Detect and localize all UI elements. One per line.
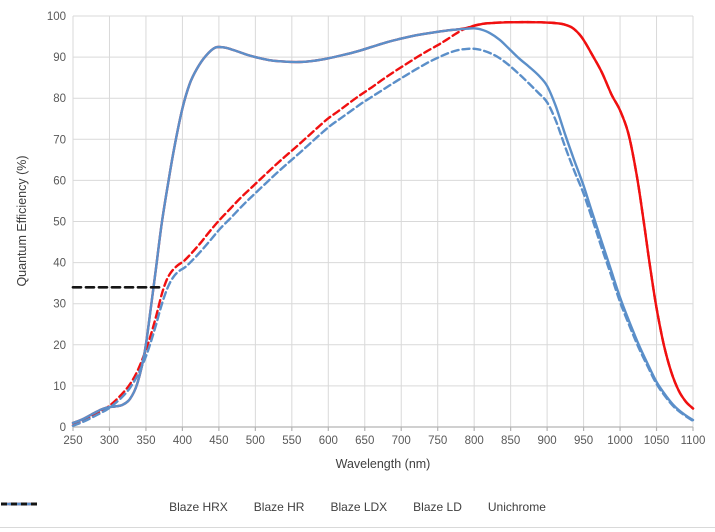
x-tick-label: 550 [282, 435, 301, 447]
x-tick-label: 800 [465, 435, 484, 447]
legend-label: Blaze LDX [330, 500, 388, 514]
legend-label: Blaze LD [413, 500, 462, 514]
legend-line-sample [1, 502, 37, 506]
x-tick-label: 850 [501, 435, 520, 447]
legend-item-blaze-ldx: Blaze LDX [1, 500, 388, 514]
x-tick-label: 450 [209, 435, 228, 447]
x-tick-label: 1050 [644, 435, 670, 447]
legend-item-blaze-hr: Blaze HR [1, 500, 305, 514]
y-tick-label: 20 [53, 340, 66, 352]
x-tick-label: 750 [428, 435, 447, 447]
x-tick-label: 950 [574, 435, 593, 447]
bottom-divider [0, 527, 715, 528]
series-line-blaze-hrx [71, 20, 695, 425]
legend-item-unichrome: Unichrome [1, 500, 546, 514]
y-tick-label: 70 [53, 134, 66, 146]
x-tick-label: 400 [173, 435, 192, 447]
x-tick-label: 500 [246, 435, 265, 447]
legend-label: Unichrome [487, 500, 546, 514]
y-tick-label: 60 [53, 175, 66, 187]
x-tick-label: 300 [100, 435, 119, 447]
y-tick-label: 40 [53, 258, 66, 270]
series-line-blaze-hr [71, 20, 695, 427]
x-tick-label: 700 [392, 435, 411, 447]
x-tick-label: 1100 [681, 435, 706, 447]
x-axis-title: Wavelength (nm) [335, 457, 431, 471]
legend-item-blaze-hrx: Blaze HRX [1, 500, 228, 514]
series-line-blaze-ldx [71, 27, 695, 425]
y-tick-label: 90 [53, 52, 66, 64]
x-tick-label: 1000 [607, 435, 633, 447]
legend: Blaze HRX Blaze HR Blaze LDX Blaze LD Unichr… [0, 500, 715, 514]
legend-label: Blaze HR [253, 500, 305, 514]
legend-label: Blaze HRX [169, 500, 228, 514]
x-tick-label: 350 [136, 435, 155, 447]
x-tick-label: 250 [63, 435, 82, 447]
y-tick-label: 10 [53, 381, 66, 393]
legend-item-blaze-ld: Blaze LD [1, 500, 462, 514]
y-tick-label: 0 [60, 422, 66, 434]
y-tick-label: 80 [53, 93, 66, 105]
y-axis-title: Quantum Efficiency (%) [15, 155, 29, 287]
y-tick-label: 50 [53, 217, 66, 229]
x-tick-label: 900 [538, 435, 557, 447]
y-tick-label: 100 [47, 11, 66, 23]
x-tick-label: 600 [319, 435, 338, 447]
y-tick-label: 30 [53, 299, 66, 311]
legend-line-sample [1, 502, 37, 506]
series-line-blaze-ld [71, 47, 695, 427]
x-tick-label: 650 [355, 435, 374, 447]
